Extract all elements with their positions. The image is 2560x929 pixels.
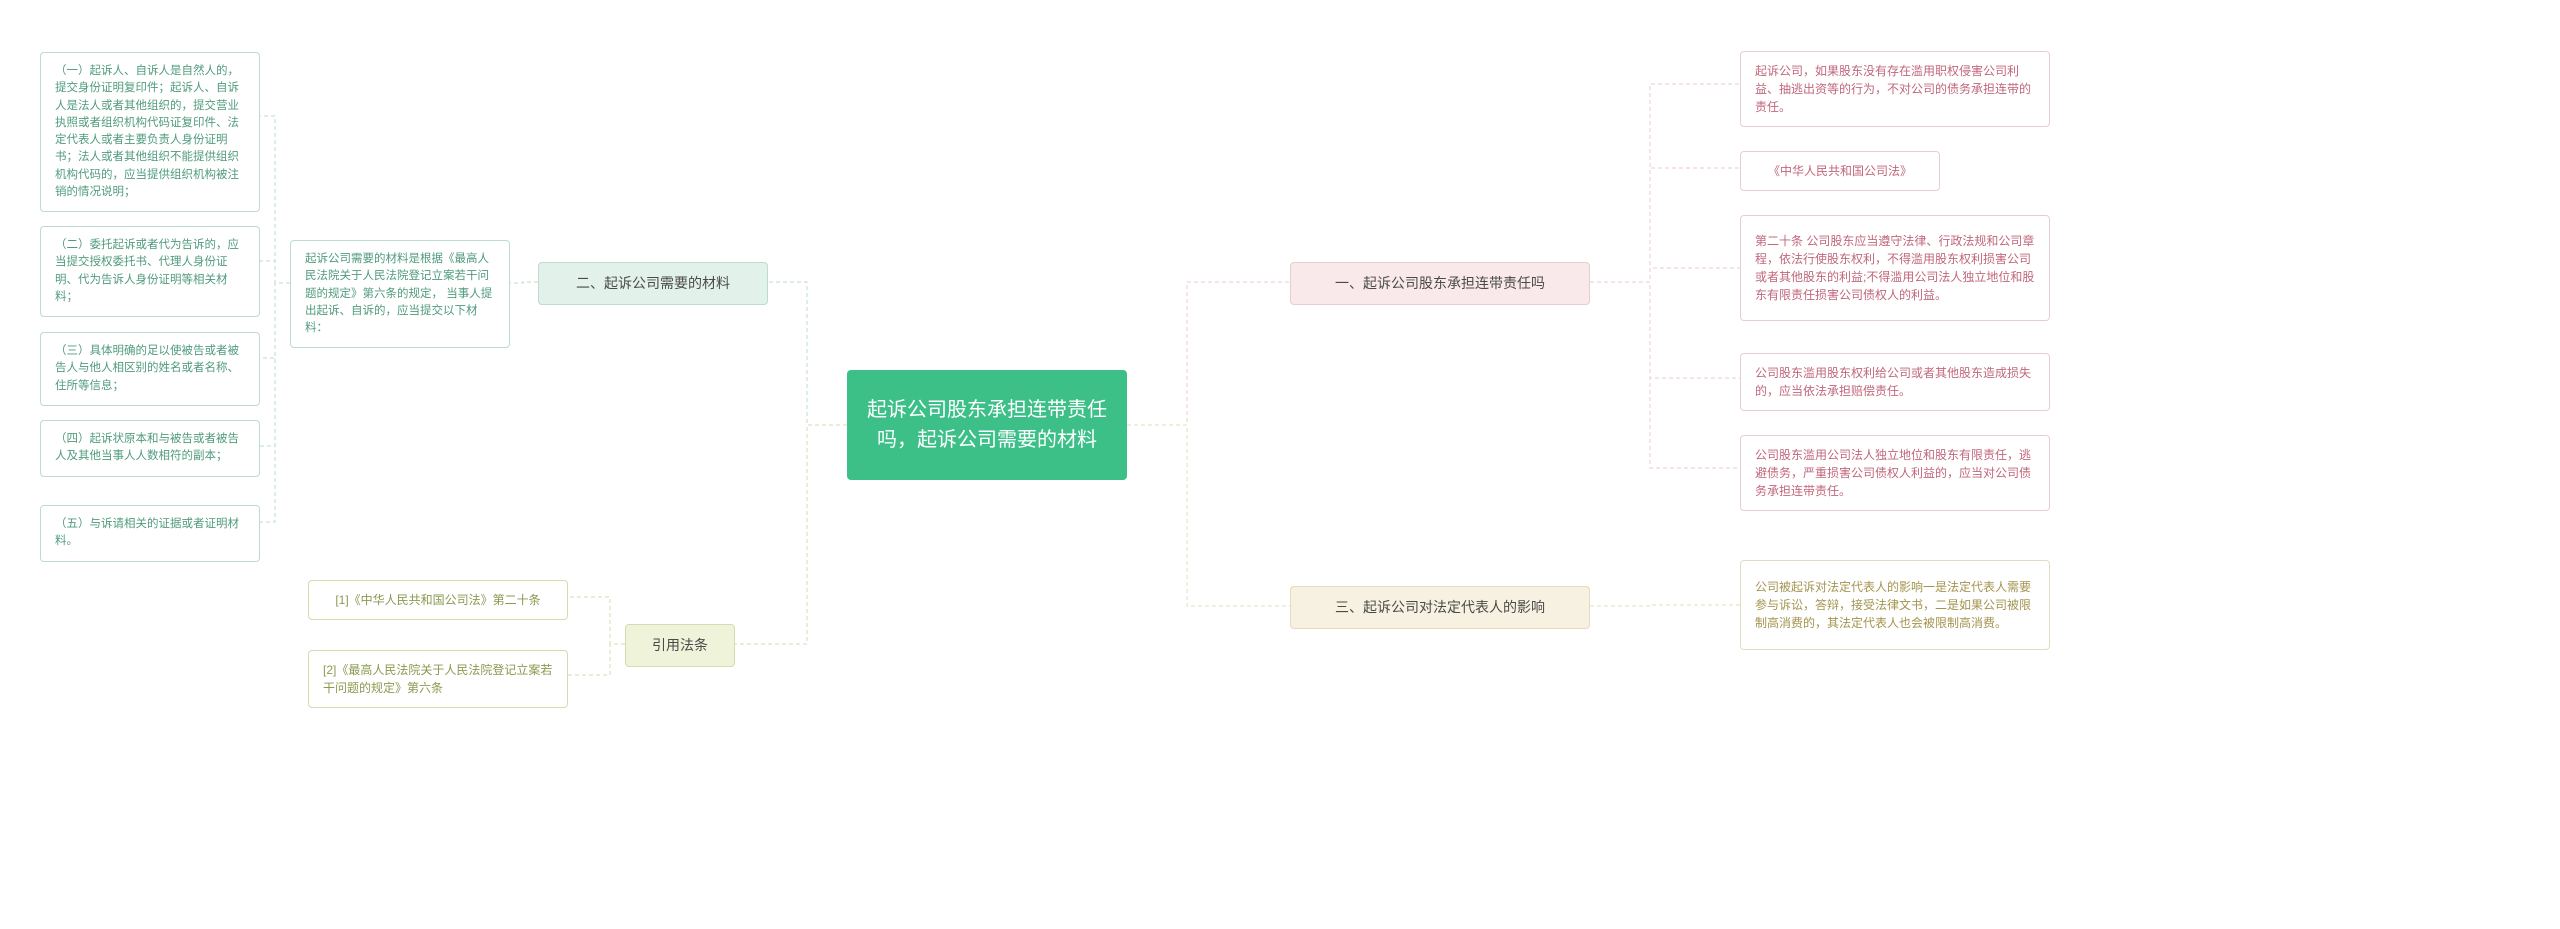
leaf-r1b: 《中华人民共和国公司法》 <box>1740 151 1940 191</box>
branch-l2: 二、起诉公司需要的材料 <box>538 262 768 305</box>
leaf-g2-label: （二）委托起诉或者代为告诉的，应当提交授权委托书、代理人身份证明、代为告诉人身份… <box>41 227 259 316</box>
leaf-g3: （三）具体明确的足以使被告或者被告人与他人相区别的姓名或者名称、住所等信息； <box>40 332 260 406</box>
leaf-r1a-label: 起诉公司，如果股东没有存在滥用职权侵害公司利益、抽逃出资等的行为，不对公司的债务… <box>1741 52 2049 126</box>
branch-r1-label: 一、起诉公司股东承担连带责任吗 <box>1321 263 1559 304</box>
leaf-g5: （五）与诉请相关的证据或者证明材料。 <box>40 505 260 562</box>
leaf-g5-label: （五）与诉请相关的证据或者证明材料。 <box>41 506 259 561</box>
branch-r3-label: 三、起诉公司对法定代表人的影响 <box>1321 587 1559 628</box>
leaf-r1c-label: 第二十条 公司股东应当遵守法律、行政法规和公司章程，依法行使股东权利，不得滥用股… <box>1741 222 2049 314</box>
leaf-r1d: 公司股东滥用股东权利给公司或者其他股东造成损失的，应当依法承担赔偿责任。 <box>1740 353 2050 411</box>
branch-r3: 三、起诉公司对法定代表人的影响 <box>1290 586 1590 629</box>
leaf-r1a: 起诉公司，如果股东没有存在滥用职权侵害公司利益、抽逃出资等的行为，不对公司的债务… <box>1740 51 2050 127</box>
leaf-g3-label: （三）具体明确的足以使被告或者被告人与他人相区别的姓名或者名称、住所等信息； <box>41 333 259 405</box>
leaf-r3a: 公司被起诉对法定代表人的影响一是法定代表人需要参与诉讼，答辩，接受法律文书，二是… <box>1740 560 2050 650</box>
leaf-g1-label: （一）起诉人、自诉人是自然人的，提交身份证明复印件；起诉人、自诉人是法人或者其他… <box>41 53 259 211</box>
leaf-g4-label: （四）起诉状原本和与被告或者被告人及其他当事人人数相符的副本； <box>41 421 259 476</box>
leaf-r1b-label: 《中华人民共和国公司法》 <box>1754 152 1926 190</box>
root-node-label: 起诉公司股东承担连带责任吗，起诉公司需要的材料 <box>848 385 1126 465</box>
root-node: 起诉公司股东承担连带责任吗，起诉公司需要的材料 <box>847 370 1127 480</box>
leaf-r1c: 第二十条 公司股东应当遵守法律、行政法规和公司章程，依法行使股东权利，不得滥用股… <box>1740 215 2050 321</box>
leaf-g2: （二）委托起诉或者代为告诉的，应当提交授权委托书、代理人身份证明、代为告诉人身份… <box>40 226 260 317</box>
branch-lref-label: 引用法条 <box>638 625 722 666</box>
leaf-g4: （四）起诉状原本和与被告或者被告人及其他当事人人数相符的副本； <box>40 420 260 477</box>
leaf-r3a-label: 公司被起诉对法定代表人的影响一是法定代表人需要参与诉讼，答辩，接受法律文书，二是… <box>1741 568 2049 642</box>
branch-l2-label: 二、起诉公司需要的材料 <box>562 263 744 304</box>
connectors-layer <box>0 0 2560 929</box>
leaf-r1d-label: 公司股东滥用股东权利给公司或者其他股东造成损失的，应当依法承担赔偿责任。 <box>1741 354 2049 410</box>
leaf-l2_desc-label: 起诉公司需要的材料是根据《最高人民法院关于人民法院登记立案若干问题的规定》第六条… <box>291 241 509 347</box>
leaf-ref2-label: [2]《最高人民法院关于人民法院登记立案若干问题的规定》第六条 <box>309 651 567 707</box>
leaf-ref1: [1]《中华人民共和国公司法》第二十条 <box>308 580 568 620</box>
leaf-l2_desc: 起诉公司需要的材料是根据《最高人民法院关于人民法院登记立案若干问题的规定》第六条… <box>290 240 510 348</box>
leaf-g1: （一）起诉人、自诉人是自然人的，提交身份证明复印件；起诉人、自诉人是法人或者其他… <box>40 52 260 212</box>
leaf-ref2: [2]《最高人民法院关于人民法院登记立案若干问题的规定》第六条 <box>308 650 568 708</box>
leaf-r1e-label: 公司股东滥用公司法人独立地位和股东有限责任，逃避债务，严重损害公司债权人利益的，… <box>1741 436 2049 510</box>
leaf-ref1-label: [1]《中华人民共和国公司法》第二十条 <box>321 581 554 619</box>
leaf-r1e: 公司股东滥用公司法人独立地位和股东有限责任，逃避债务，严重损害公司债权人利益的，… <box>1740 435 2050 511</box>
branch-lref: 引用法条 <box>625 624 735 667</box>
branch-r1: 一、起诉公司股东承担连带责任吗 <box>1290 262 1590 305</box>
